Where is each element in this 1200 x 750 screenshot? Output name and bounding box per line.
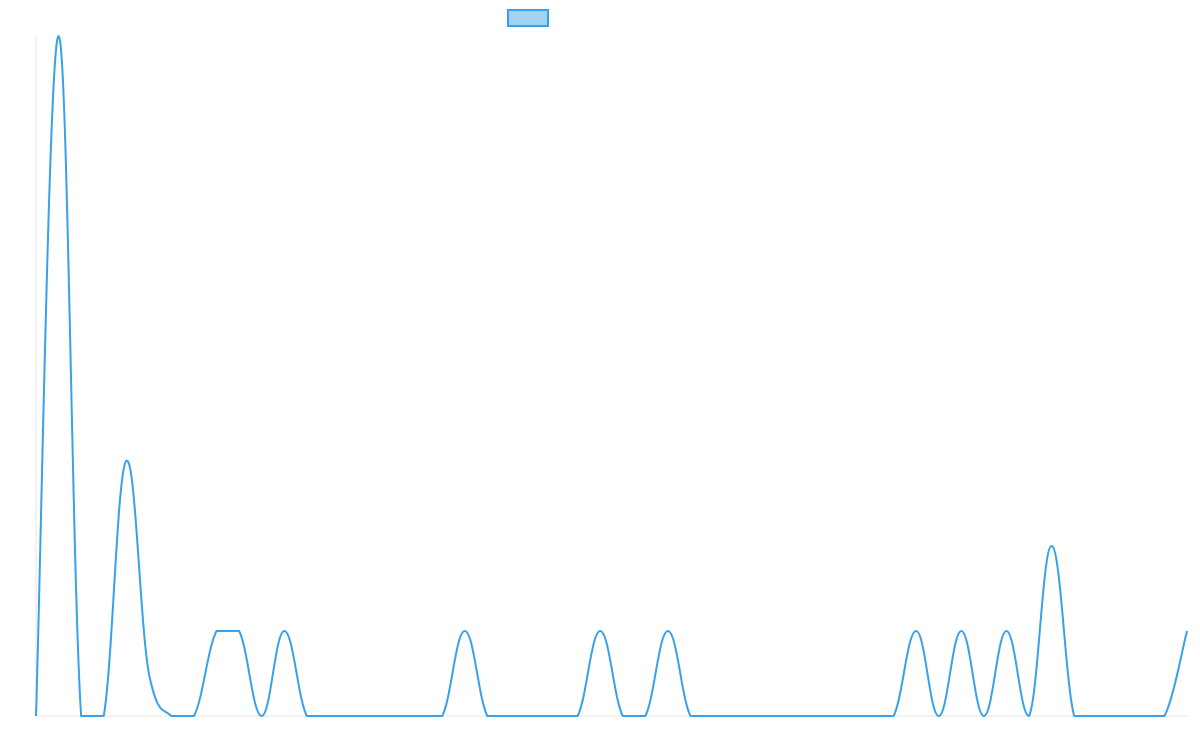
data-point[interactable] — [462, 628, 468, 634]
data-point[interactable] — [326, 713, 332, 719]
data-point[interactable] — [687, 713, 693, 719]
data-point[interactable] — [417, 713, 423, 719]
data-point[interactable] — [1161, 713, 1167, 719]
data-point[interactable] — [56, 33, 62, 39]
data-point[interactable] — [236, 628, 242, 634]
series-group — [33, 33, 1190, 719]
data-point[interactable] — [1003, 628, 1009, 634]
data-point[interactable] — [823, 713, 829, 719]
data-point[interactable] — [304, 713, 310, 719]
series-line-1 — [35, 35, 1188, 717]
data-point[interactable] — [484, 713, 490, 719]
data-point[interactable] — [620, 713, 626, 719]
data-point[interactable] — [913, 628, 919, 634]
data-point[interactable] — [868, 713, 874, 719]
data-point[interactable] — [958, 628, 964, 634]
data-point[interactable] — [78, 713, 84, 719]
data-point[interactable] — [1094, 713, 1100, 719]
data-point[interactable] — [800, 713, 806, 719]
data-point[interactable] — [665, 628, 671, 634]
data-point[interactable] — [101, 713, 107, 719]
data-point[interactable] — [1049, 543, 1055, 549]
data-point[interactable] — [710, 713, 716, 719]
data-point[interactable] — [552, 713, 558, 719]
legend[interactable] — [507, 9, 549, 27]
data-point[interactable] — [1184, 628, 1190, 634]
data-point[interactable] — [349, 713, 355, 719]
data-point[interactable] — [1139, 713, 1145, 719]
data-point[interactable] — [123, 458, 129, 464]
data-point[interactable] — [597, 628, 603, 634]
data-point[interactable] — [575, 713, 581, 719]
data-point[interactable] — [642, 713, 648, 719]
data-point[interactable] — [259, 713, 265, 719]
data-point[interactable] — [845, 713, 851, 719]
data-point[interactable] — [439, 713, 445, 719]
legend-swatch-series-1[interactable] — [507, 9, 549, 27]
data-point[interactable] — [214, 628, 220, 634]
data-point[interactable] — [394, 713, 400, 719]
data-point[interactable] — [146, 671, 152, 677]
data-point[interactable] — [981, 713, 987, 719]
data-point[interactable] — [1116, 713, 1122, 719]
data-point[interactable] — [778, 713, 784, 719]
data-point[interactable] — [733, 713, 739, 719]
data-point[interactable] — [755, 713, 761, 719]
data-point[interactable] — [1071, 713, 1077, 719]
data-point[interactable] — [530, 713, 536, 719]
data-point[interactable] — [372, 713, 378, 719]
data-point[interactable] — [1026, 713, 1032, 719]
data-point[interactable] — [891, 713, 897, 719]
data-point[interactable] — [191, 713, 197, 719]
data-point[interactable] — [168, 713, 174, 719]
data-point[interactable] — [936, 713, 942, 719]
data-point[interactable] — [33, 713, 39, 719]
data-point[interactable] — [507, 713, 513, 719]
data-point[interactable] — [281, 628, 287, 634]
